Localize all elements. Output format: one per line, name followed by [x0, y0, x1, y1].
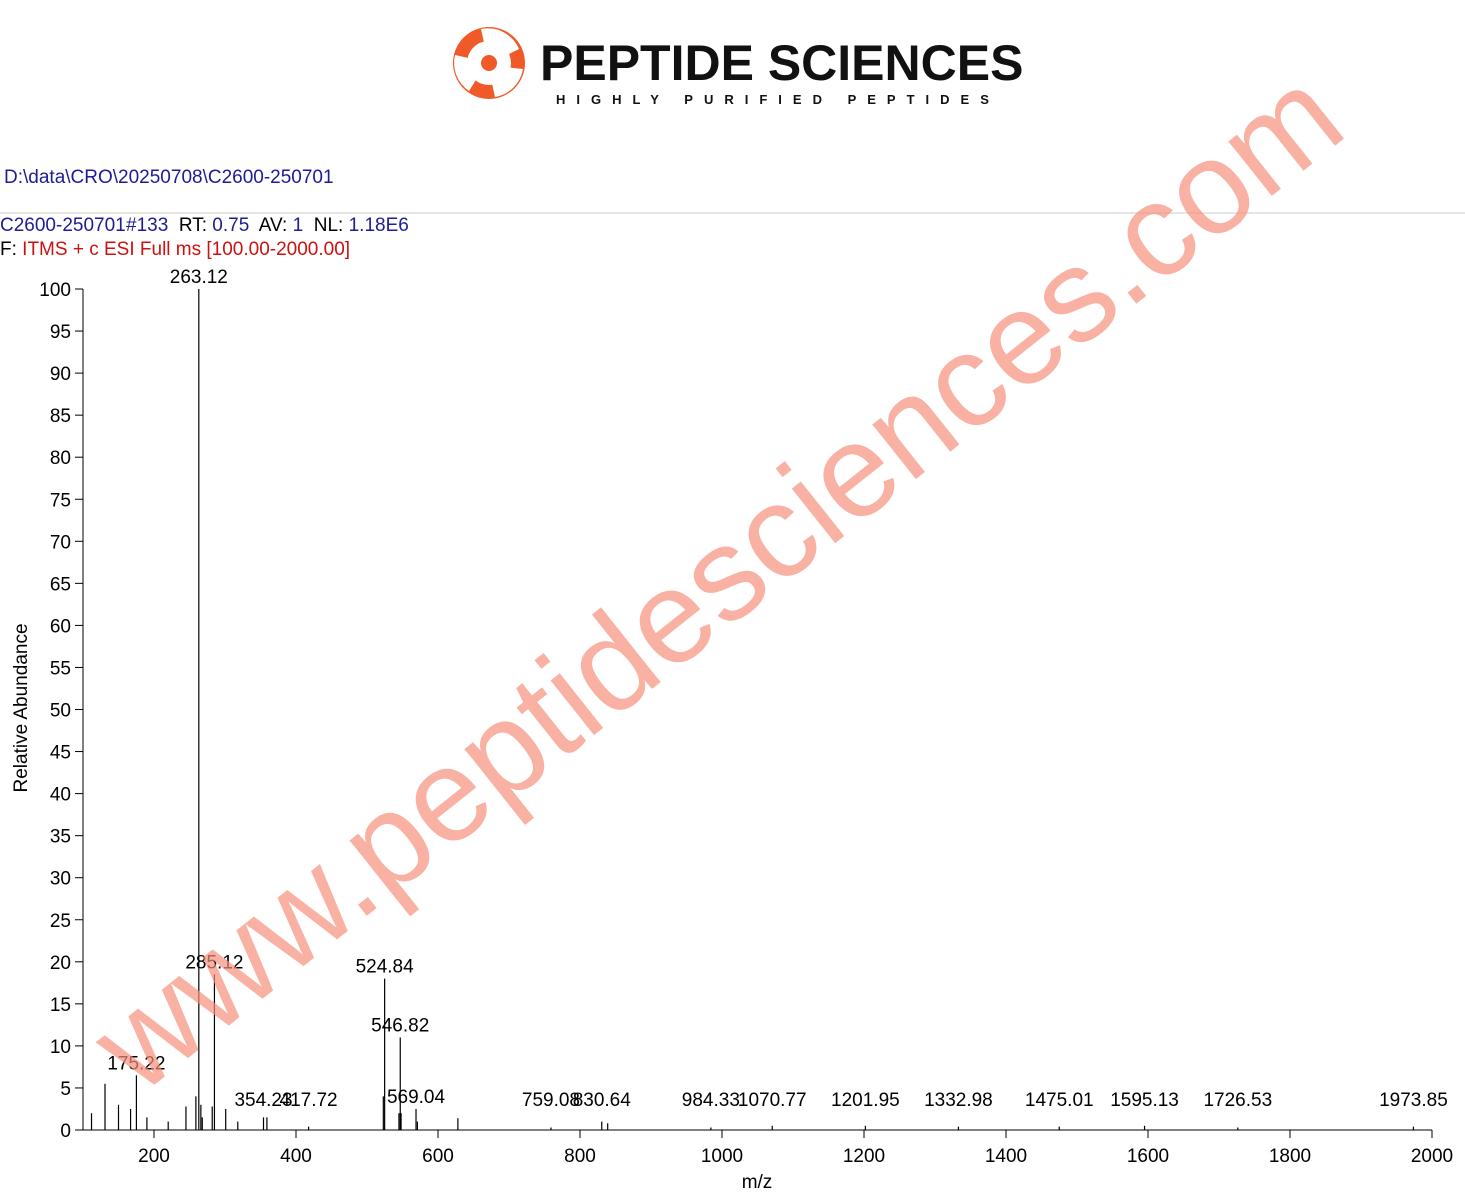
y-tick-label: 90	[50, 364, 71, 385]
x-tick-label: 1000	[701, 1146, 743, 1167]
peak-label: 1595.13	[1110, 1090, 1179, 1111]
nl-label: NL:	[313, 215, 344, 236]
x-tick-label: 1600	[1127, 1146, 1169, 1167]
plot: 0 5 10 15 20 25 30 35 40 45 50 55 60 65 70 75 80 85 90 95 10…	[39, 267, 1453, 1167]
av-label: AV:	[258, 215, 288, 236]
y-tick-label: 15	[50, 995, 71, 1016]
peak-label: 175.22	[107, 1053, 165, 1074]
peak-label: 524.84	[356, 957, 415, 978]
x-tick-label: 800	[564, 1146, 596, 1167]
brand: PEPTIDE SCIENCES	[540, 35, 1023, 91]
logo-icon	[453, 27, 525, 99]
y-tick-label: 80	[50, 448, 71, 469]
peak-label: 984.33	[682, 1090, 740, 1111]
y-tick-label: 65	[50, 574, 71, 595]
rt-label: RT:	[178, 215, 208, 236]
peak-label: 1726.53	[1203, 1090, 1272, 1111]
peak-label: 830.64	[573, 1090, 632, 1111]
peak-label: 285.12	[185, 952, 243, 973]
x-tick-label: 2000	[1411, 1146, 1453, 1167]
peak-label: 1070.77	[738, 1090, 807, 1111]
file-path: D:\data\CRO\20250708\C2600-250701	[4, 167, 334, 188]
y-tick-label: 75	[50, 490, 71, 511]
peak-label: 263.12	[170, 267, 228, 288]
filter: ITMS + c ESI Full ms [100.00-2000.00]	[22, 239, 351, 260]
y-tick-label: 30	[50, 869, 71, 890]
y-tick-label: 10	[50, 1037, 71, 1058]
scan-line: C2600-250701 #133 RT: 0.75 AV: 1 NL: 1.1…	[0, 215, 409, 237]
peak-label: 759.08	[522, 1090, 580, 1111]
y-tick-label: 40	[50, 785, 71, 806]
peak-label: 417.72	[280, 1090, 338, 1111]
y-tick-label: 100	[39, 280, 71, 301]
x-tick-label: 600	[422, 1146, 454, 1167]
peak-label: 569.04	[387, 1087, 446, 1108]
y-tick-label: 95	[50, 322, 71, 343]
y-tick-label: 0	[60, 1121, 71, 1142]
y-tick-label: 60	[50, 616, 71, 637]
y-tick-label: 5	[60, 1079, 71, 1100]
x-axis-label: m/z	[742, 1172, 773, 1193]
tagline: HIGHLY PURIFIED PEPTIDES	[556, 92, 1000, 107]
peak-label: 1332.98	[924, 1090, 993, 1111]
x-tick-label: 1800	[1269, 1146, 1311, 1167]
rt: 0.75	[212, 215, 250, 236]
peak-label: 354.23	[234, 1090, 292, 1111]
av: 1	[292, 215, 304, 236]
y-tick-label: 85	[50, 406, 71, 427]
peak-label: 1475.01	[1025, 1090, 1094, 1111]
x-tick-label: 1200	[843, 1146, 885, 1167]
y-tick-label: 70	[50, 532, 71, 553]
y-axis-label: Relative Abundance	[11, 623, 32, 792]
y-tick-label: 50	[50, 701, 71, 722]
x-tick-label: 1400	[985, 1146, 1027, 1167]
peak-label: 1973.85	[1379, 1090, 1448, 1111]
peak-label: 546.82	[371, 1015, 429, 1036]
y-tick-label: 20	[50, 953, 71, 974]
nl: 1.18E6	[348, 215, 409, 236]
filter-line: F: ITMS + c ESI Full ms [100.00-2000.00]	[0, 239, 350, 261]
x-tick-label: 200	[138, 1146, 170, 1167]
y-tick-label: 25	[50, 911, 71, 932]
scan-number: #133	[126, 215, 169, 236]
filter-label: F:	[0, 239, 17, 260]
sample: C2600-250701	[0, 215, 126, 236]
y-tick-label: 45	[50, 743, 71, 764]
y-tick-label: 35	[50, 827, 71, 848]
peak-label: 1201.95	[831, 1090, 900, 1111]
x-tick-label: 400	[280, 1146, 312, 1167]
watermark: www.peptidesciences.com	[64, 40, 1368, 1119]
y-tick-label: 55	[50, 658, 71, 679]
